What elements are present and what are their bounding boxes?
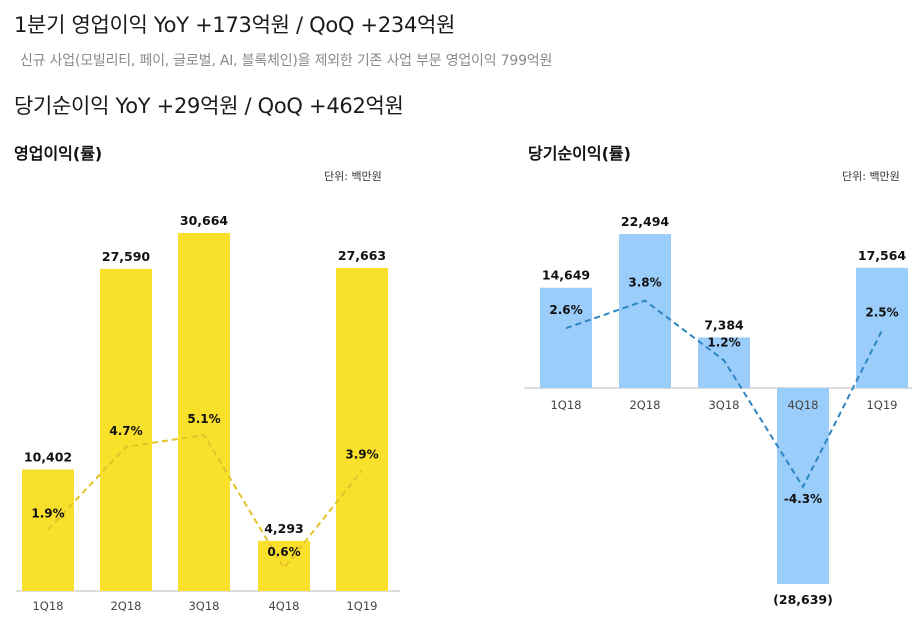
operating-profit-x-tick: 4Q18 bbox=[268, 599, 299, 613]
operating-profit-bar bbox=[178, 233, 230, 591]
operating-profit-value-label: 30,664 bbox=[180, 213, 229, 228]
net-income-value-label: 22,494 bbox=[621, 214, 670, 229]
operating-profit-value-label: 27,590 bbox=[102, 249, 151, 264]
net-income-margin-line bbox=[565, 299, 883, 489]
operating-profit-unit-label: 단위: 백만원 bbox=[324, 170, 382, 183]
operating-profit-bar bbox=[100, 268, 152, 591]
net-income-bar bbox=[540, 287, 592, 388]
headline-operating-profit: 1분기 영업이익 YoY +173억원 / QoQ +234억원 bbox=[14, 13, 456, 37]
headline-note: 신규 사업(모빌리티, 페이, 글로벌, AI, 블록체인)을 제외한 기존 사… bbox=[20, 53, 553, 69]
net-income-value-label: 14,649 bbox=[542, 268, 590, 283]
net-income-x-tick: 3Q18 bbox=[708, 398, 739, 412]
operating-profit-value-label: 4,293 bbox=[264, 521, 304, 536]
net-income-margin-label: 2.5% bbox=[865, 306, 898, 320]
net-income-margin-label: 2.6% bbox=[549, 303, 582, 317]
net-income-chart-title: 당기순이익(률) bbox=[528, 144, 631, 163]
operating-profit-x-tick: 1Q18 bbox=[32, 599, 63, 613]
net-income-x-tick: 1Q19 bbox=[866, 398, 897, 412]
net-income-value-label: 17,564 bbox=[858, 248, 907, 263]
net-income-margin-label: 3.8% bbox=[628, 276, 661, 290]
net-income-x-tick: 4Q18 bbox=[787, 398, 818, 412]
operating-profit-x-tick: 3Q18 bbox=[188, 599, 219, 613]
operating-profit-chart-title: 영업이익(률) bbox=[14, 144, 103, 163]
operating-profit-bar bbox=[258, 540, 310, 591]
headline-net-income: 당기순이익 YoY +29억원 / QoQ +462억원 bbox=[14, 94, 404, 118]
net-income-value-label: (28,639) bbox=[773, 592, 833, 607]
operating-profit-value-label: 27,663 bbox=[338, 248, 386, 263]
net-income-bar bbox=[698, 337, 750, 388]
operating-profit-x-tick: 1Q19 bbox=[346, 599, 377, 613]
operating-profit-x-tick: 2Q18 bbox=[110, 599, 141, 613]
operating-profit-margin-line bbox=[47, 433, 363, 570]
operating-profit-margin-label: 0.6% bbox=[267, 545, 300, 559]
operating-profit-value-label: 10,402 bbox=[24, 450, 72, 465]
operating-profit-bar bbox=[336, 268, 388, 591]
net-income-margin-label: -4.3% bbox=[784, 492, 822, 506]
net-income-margin-label: 1.2% bbox=[707, 335, 740, 349]
net-income-bar bbox=[619, 234, 671, 388]
operating-profit-bar bbox=[22, 469, 74, 591]
operating-profit-margin-label: 4.7% bbox=[109, 424, 142, 438]
operating-profit-margin-label: 5.1% bbox=[187, 412, 220, 426]
operating-profit-margin-label: 1.9% bbox=[31, 507, 64, 521]
net-income-value-label: 7,384 bbox=[704, 317, 744, 332]
net-income-x-tick: 1Q18 bbox=[550, 398, 581, 412]
net-income-x-tick: 2Q18 bbox=[629, 398, 660, 412]
net-income-unit-label: 단위: 백만원 bbox=[842, 170, 900, 183]
net-income-bar bbox=[856, 267, 908, 388]
operating-profit-margin-label: 3.9% bbox=[345, 447, 378, 461]
